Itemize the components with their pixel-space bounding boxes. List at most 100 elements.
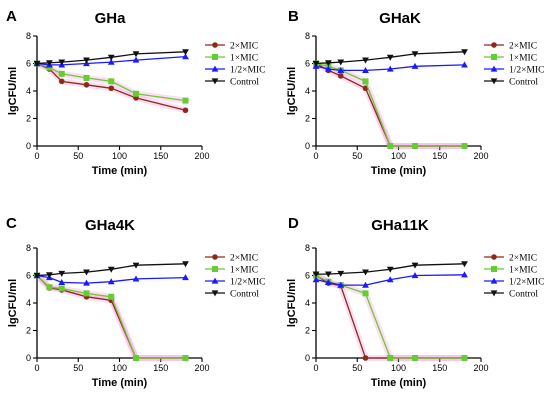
data-point [182, 261, 189, 268]
data-point [386, 266, 394, 273]
data-point [362, 66, 369, 73]
data-point [362, 281, 369, 288]
x-tick-label: 150 [432, 151, 447, 161]
data-point [461, 271, 468, 278]
legend-marker [211, 277, 219, 284]
legend-label: 2×MIC [509, 42, 537, 52]
chart-panel-d: D GHa11K 0 2 4 6 8 0 50 100 150 200 Time (min) lgCFU/… [286, 215, 544, 389]
data-point [324, 60, 332, 67]
x-tick-label: 50 [73, 151, 83, 161]
x-tick-label: 200 [473, 363, 488, 373]
legend-marker [491, 266, 497, 272]
legend-marker [491, 54, 497, 60]
series-2xmic [313, 60, 468, 149]
data-point [58, 270, 66, 277]
data-point [132, 51, 140, 58]
data-point [132, 56, 140, 63]
y-tick-label: 4 [26, 86, 31, 96]
data-point [182, 274, 189, 281]
data-point [33, 272, 41, 279]
legend-marker [490, 277, 498, 284]
legend-item: 1×MIC [484, 54, 537, 64]
data-point [324, 65, 332, 72]
data-point [337, 270, 345, 277]
x-tick-label: 100 [112, 151, 127, 161]
legend-label: 1/2×MIC [509, 278, 544, 288]
y-tick-label: 2 [305, 114, 310, 124]
data-point [83, 279, 90, 286]
data-point [58, 70, 65, 77]
chart-panel-a: A GHa 0 2 4 6 8 0 50 100 150 200 Time (min) lgCFU/ml 2… [6, 8, 265, 177]
chart-panel-b: B GHaK 0 2 4 6 8 0 50 100 150 200 Time (min) lgCFU/ml… [286, 8, 544, 177]
legend-marker [211, 78, 219, 85]
y-tick-label: 0 [305, 353, 310, 363]
legend-item: 1/2×MIC [205, 278, 265, 288]
series-1xmic [34, 60, 189, 104]
data-point [461, 61, 468, 68]
panel-letter: A [6, 8, 17, 25]
data-point [386, 65, 394, 72]
x-axis-label: Time (min) [371, 165, 427, 177]
x-tick-label: 200 [473, 151, 488, 161]
y-tick-label: 8 [305, 31, 310, 41]
data-point [411, 272, 419, 279]
legend-item: 2×MIC [484, 254, 537, 264]
data-point [83, 82, 90, 88]
y-axis-label: lgCFU/ml [286, 67, 298, 115]
x-axis-label: Time (min) [92, 165, 148, 177]
legend-label: 1×MIC [509, 54, 537, 64]
x-tick-label: 0 [34, 151, 39, 161]
legend-item: 1/2×MIC [484, 278, 544, 288]
y-tick-label: 2 [26, 114, 31, 124]
x-axis-label: Time (min) [92, 377, 148, 389]
x-tick-label: 150 [153, 151, 168, 161]
legend-item: 1/2×MIC [484, 66, 544, 76]
y-axis-label: lgCFU/ml [286, 279, 298, 327]
data-point [337, 66, 345, 73]
data-point [108, 293, 115, 300]
data-point [83, 290, 90, 297]
data-point [182, 49, 189, 56]
data-point [132, 262, 140, 269]
legend-item: 1×MIC [205, 266, 258, 276]
data-point [387, 143, 394, 149]
x-axis-label: Time (min) [371, 377, 427, 389]
panel-title: GHa [95, 10, 127, 27]
x-tick-label: 0 [313, 151, 318, 161]
series-control [33, 49, 189, 67]
x-tick-label: 150 [153, 363, 168, 373]
data-point [182, 107, 189, 114]
x-tick-label: 100 [112, 363, 127, 373]
data-point [362, 78, 369, 85]
legend-marker [212, 254, 218, 260]
data-point [337, 59, 345, 66]
legend-label: 2×MIC [230, 42, 258, 52]
y-tick-label: 0 [26, 141, 31, 151]
data-point [312, 276, 320, 283]
data-point [461, 143, 468, 149]
data-point [33, 60, 41, 67]
x-tick-label: 0 [34, 363, 39, 373]
legend-label: 1/2×MIC [230, 278, 265, 288]
x-tick-label: 200 [194, 151, 209, 161]
data-point [324, 278, 332, 285]
data-point [108, 78, 115, 85]
x-tick-label: 100 [391, 151, 406, 161]
data-point [182, 97, 189, 104]
series-1-2xmic [312, 61, 468, 73]
y-tick-label: 2 [26, 326, 31, 336]
legend-marker [212, 42, 218, 48]
x-tick-label: 0 [313, 363, 318, 373]
legend-item: Control [484, 78, 538, 88]
panel-title: GHa4K [85, 217, 135, 234]
panel-title: GHa11K [371, 217, 429, 234]
y-tick-label: 8 [305, 243, 310, 253]
y-tick-label: 6 [26, 59, 31, 69]
data-point [411, 262, 419, 269]
y-tick-label: 8 [26, 243, 31, 253]
data-point [83, 269, 90, 276]
data-point [312, 60, 320, 67]
data-point [362, 355, 369, 361]
data-point [182, 53, 189, 60]
y-tick-label: 4 [305, 86, 310, 96]
